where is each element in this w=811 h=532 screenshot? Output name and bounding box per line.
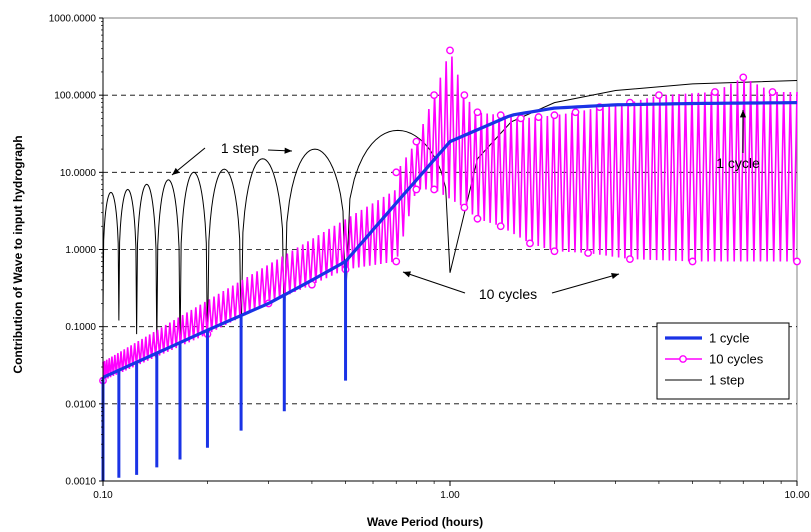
marker-10-cycles-peak — [430, 91, 439, 100]
annotation-arrow-10-cycles-left-head — [403, 271, 411, 278]
marker-10-cycles-trough — [460, 203, 469, 212]
marker-10-cycles-peak — [516, 114, 525, 123]
annotation-arrow-1-cycle-head — [739, 110, 747, 118]
y-tick-label: 0.0100 — [65, 399, 96, 410]
series-line-1-step — [102, 79, 798, 350]
y-tick-label: 0.1000 — [65, 322, 96, 333]
marker-10-cycles-peak — [768, 88, 777, 96]
y-tick-label: 0.0010 — [65, 477, 96, 488]
marker-10-cycles-trough — [550, 247, 559, 256]
marker-10-cycles-peak — [739, 73, 748, 82]
marker-10-cycles-peak — [655, 91, 663, 100]
series-line-1-cycle — [102, 101, 798, 379]
marker-10-cycles-trough — [793, 257, 801, 266]
marker-10-cycles-trough — [392, 257, 401, 266]
annotation-arrow-1-step-left-head — [172, 167, 180, 175]
marker-10-cycles-peak — [392, 168, 401, 177]
marker-10-cycles-trough — [688, 257, 697, 266]
legend-label-0: 1 cycle — [709, 331, 749, 346]
marker-10-cycles-peak — [571, 108, 580, 117]
annotation-1-cycle: 1 cycle — [716, 155, 760, 171]
y-axis-title: Contribution of Wave to input hydrograph — [11, 135, 25, 373]
legend-layer: 1 cycle 10 cycles 1 step — [656, 322, 790, 400]
marker-10-cycles-trough — [526, 239, 534, 248]
series-layer — [99, 46, 801, 481]
axes-layer: 0.0010 0.0100 0.1000 1.0000 10.0000 100.0000 1… — [11, 14, 810, 530]
annotation-1-step: 1 step — [221, 140, 259, 156]
x-tick-label: 1.00 — [440, 490, 460, 501]
marker-10-cycles-trough — [473, 214, 482, 223]
y-tick-label: 1000.0000 — [49, 14, 97, 25]
marker-10-cycles-trough — [496, 222, 505, 231]
y-tick-label: 100.0000 — [54, 91, 96, 102]
marker-10-cycles-peak — [473, 108, 482, 117]
marker-10-cycles-peak — [711, 88, 719, 96]
marker-10-cycles-trough — [412, 185, 421, 194]
y-tick-label: 10.0000 — [60, 168, 97, 179]
legend-label-1: 10 cycles — [709, 352, 764, 367]
marker-10-cycles-peak — [550, 111, 559, 120]
annotation-arrow-1-step-right-head — [284, 147, 292, 154]
marker-10-cycles-peak — [412, 137, 421, 146]
x-tick-label: 0.10 — [93, 490, 113, 501]
annotation-layer: 1 step 1 cycle 10 cycles — [171, 110, 760, 302]
marker-10-cycles-trough — [626, 255, 634, 264]
marker-10-cycles-peak — [534, 113, 543, 121]
y-tick-label: 1.0000 — [65, 245, 96, 256]
marker-10-cycles-peak — [446, 46, 454, 55]
marker-10-cycles-trough — [584, 249, 592, 257]
annotation-10-cycles: 10 cycles — [479, 286, 537, 302]
x-tick-label: 10.00 — [784, 490, 809, 501]
annotation-arrow-10-cycles-right-head — [611, 273, 619, 280]
legend-marker-10-cycles — [679, 355, 687, 363]
marker-10-cycles-trough — [430, 185, 439, 194]
x-axis-title: Wave Period (hours) — [367, 515, 483, 529]
series-line-10-cycles — [102, 56, 798, 381]
annotation-arrow-10-cycles-left — [402, 271, 466, 294]
legend-box — [656, 322, 790, 400]
marker-10-cycles-peak — [460, 91, 469, 100]
annotation-arrow-10-cycles-right — [551, 273, 620, 294]
legend-label-2: 1 step — [709, 373, 744, 388]
